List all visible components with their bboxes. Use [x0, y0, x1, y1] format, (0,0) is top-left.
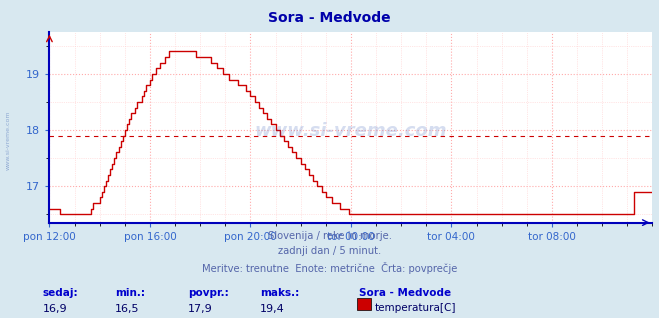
- Text: 19,4: 19,4: [260, 304, 285, 314]
- Text: maks.:: maks.:: [260, 288, 300, 298]
- Text: povpr.:: povpr.:: [188, 288, 229, 298]
- Text: 17,9: 17,9: [188, 304, 213, 314]
- Text: www.si-vreme.com: www.si-vreme.com: [5, 110, 11, 170]
- Text: Meritve: trenutne  Enote: metrične  Črta: povprečje: Meritve: trenutne Enote: metrične Črta: …: [202, 262, 457, 274]
- Text: Sora - Medvode: Sora - Medvode: [268, 11, 391, 25]
- Text: 16,9: 16,9: [43, 304, 67, 314]
- Text: www.si-vreme.com: www.si-vreme.com: [254, 122, 447, 140]
- Text: sedaj:: sedaj:: [43, 288, 78, 298]
- Text: Slovenija / reke in morje.: Slovenija / reke in morje.: [268, 231, 391, 240]
- Text: 16,5: 16,5: [115, 304, 140, 314]
- Text: temperatura[C]: temperatura[C]: [374, 303, 456, 313]
- Text: min.:: min.:: [115, 288, 146, 298]
- Text: Sora - Medvode: Sora - Medvode: [359, 288, 451, 298]
- Text: zadnji dan / 5 minut.: zadnji dan / 5 minut.: [278, 246, 381, 256]
